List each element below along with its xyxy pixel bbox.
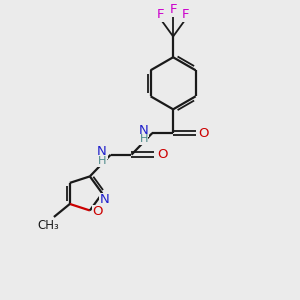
- Text: F: F: [169, 3, 177, 16]
- Text: CH₃: CH₃: [38, 219, 60, 232]
- Text: N: N: [100, 193, 110, 206]
- Text: N: N: [97, 145, 107, 158]
- Text: O: O: [157, 148, 167, 161]
- Text: H: H: [140, 134, 148, 144]
- Text: N: N: [139, 124, 148, 136]
- Text: H: H: [98, 156, 106, 166]
- Text: F: F: [182, 8, 189, 21]
- Text: O: O: [199, 127, 209, 140]
- Text: O: O: [93, 206, 103, 218]
- Text: F: F: [157, 8, 165, 21]
